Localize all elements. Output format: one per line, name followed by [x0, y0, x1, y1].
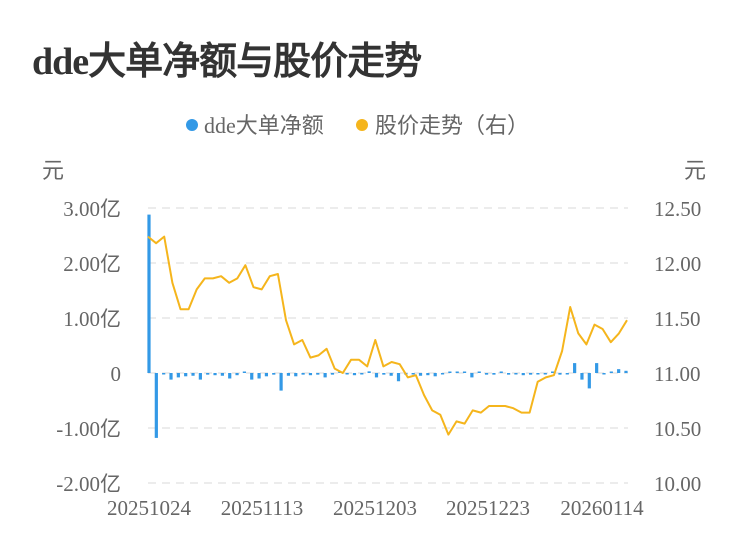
x-tick-label: 20260114	[560, 496, 644, 520]
chart-title: dde大单净额与股价走势	[32, 41, 422, 83]
bar	[176, 373, 180, 378]
right-axis-unit: 元	[684, 158, 706, 183]
bar	[250, 373, 254, 380]
bar	[147, 214, 151, 373]
bar	[235, 373, 239, 376]
bar	[565, 373, 569, 375]
bar	[228, 373, 232, 379]
bar	[360, 373, 364, 375]
bar	[418, 373, 423, 376]
bar	[448, 371, 452, 373]
bar	[580, 373, 584, 380]
bar	[352, 373, 357, 376]
bar	[617, 369, 621, 373]
bar	[477, 371, 481, 373]
bar	[396, 373, 401, 382]
x-tick-label: 20251024	[107, 496, 192, 520]
bar	[602, 373, 606, 375]
bar	[595, 363, 599, 373]
bar	[257, 373, 261, 379]
bar	[389, 373, 393, 376]
bar	[573, 363, 577, 373]
x-tick-label: 20251203	[333, 496, 417, 520]
y-right-tick-label: 10.50	[654, 417, 701, 441]
bar-series	[147, 214, 628, 438]
bar	[514, 373, 518, 375]
legend-marker-dde	[186, 119, 198, 131]
bar	[624, 370, 628, 373]
bar	[382, 373, 386, 375]
bar	[433, 373, 437, 377]
bar	[206, 373, 210, 375]
bar	[184, 373, 188, 377]
y-left-tick-label: 1.00亿	[63, 307, 121, 331]
bar	[543, 373, 547, 375]
bar	[308, 373, 313, 376]
bar	[470, 373, 474, 378]
bar	[169, 373, 173, 380]
left-axis-unit: 元	[42, 158, 64, 183]
x-tick-label: 20251223	[446, 496, 530, 520]
legend-marker-price	[356, 119, 368, 131]
bar	[191, 373, 195, 376]
bar	[330, 373, 335, 375]
y-left-tick-label: 0	[111, 362, 122, 386]
y-right-tick-label: 11.00	[654, 362, 700, 386]
bar	[220, 373, 224, 376]
y-left-tick-label: -1.00亿	[56, 417, 121, 441]
bar	[506, 373, 511, 375]
bar	[279, 373, 283, 391]
bar	[558, 373, 562, 375]
bar	[492, 373, 496, 375]
bar	[440, 373, 445, 375]
bar	[536, 373, 540, 375]
bar	[162, 373, 166, 375]
bar	[323, 373, 327, 378]
bar	[587, 373, 591, 389]
y-left-tick-label: -2.00亿	[56, 472, 121, 496]
bar	[426, 373, 430, 376]
line-series	[147, 235, 628, 436]
y-left-tick-label: 3.00亿	[63, 197, 121, 221]
bar	[198, 373, 202, 380]
bar	[499, 371, 503, 373]
bar	[301, 373, 305, 375]
legend: dde大单净额 股价走势（右）	[186, 113, 529, 138]
bar	[345, 373, 349, 375]
bar	[367, 371, 371, 373]
legend-label-price: 股价走势（右）	[375, 113, 529, 138]
bar	[455, 371, 459, 373]
bar	[154, 373, 158, 438]
bar	[374, 373, 379, 378]
bar	[609, 371, 613, 373]
bar	[242, 371, 246, 373]
y-right-tick-label: 10.00	[654, 472, 701, 496]
price-line	[147, 235, 628, 436]
bar	[286, 373, 291, 376]
bar	[411, 373, 415, 375]
bar	[264, 373, 269, 377]
axes: 3.00亿 12.50 2.00亿 12.00 1.00亿 11.50 0 11.00 -1.0…	[56, 197, 701, 520]
y-left-tick-label: 2.00亿	[63, 252, 121, 276]
bar	[316, 373, 320, 375]
bar	[484, 373, 489, 375]
bar	[213, 373, 217, 376]
bar	[462, 371, 467, 373]
bar	[521, 373, 525, 376]
bar	[294, 373, 298, 377]
y-right-tick-label: 12.50	[654, 197, 701, 221]
bar	[551, 371, 555, 373]
x-tick-label: 20251113	[221, 496, 303, 520]
legend-label-dde: dde大单净额	[204, 113, 324, 138]
bar	[529, 373, 533, 375]
y-right-tick-label: 12.00	[654, 252, 701, 276]
y-right-tick-label: 11.50	[654, 307, 700, 331]
grid	[148, 207, 628, 484]
bar	[272, 373, 276, 375]
